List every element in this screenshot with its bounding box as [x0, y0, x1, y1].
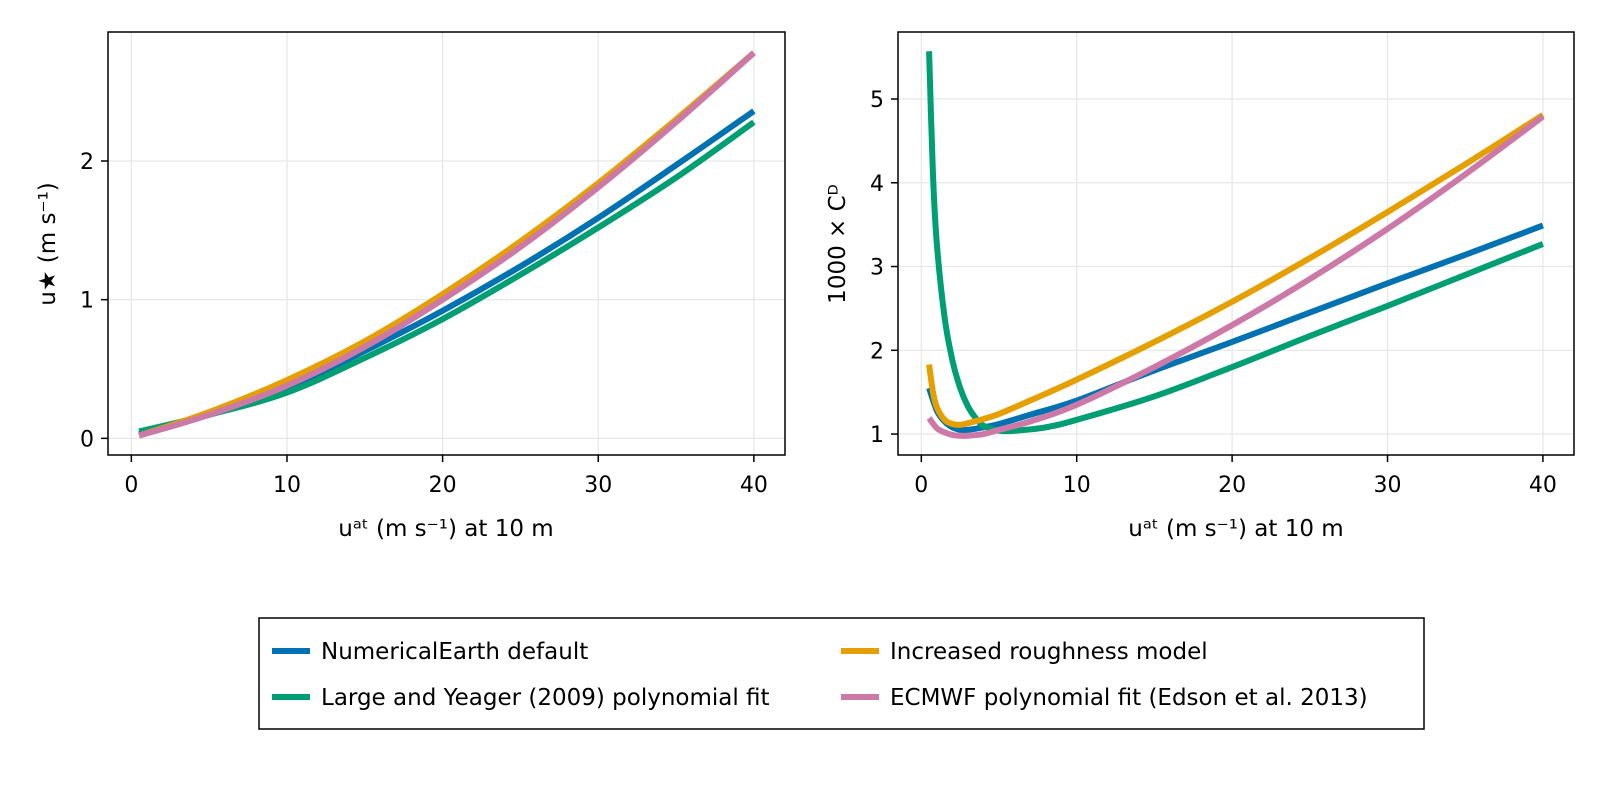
- right-x-tick-label: 10: [1063, 473, 1091, 498]
- right-y-tick-label: 4: [870, 172, 884, 197]
- legend-label-default: NumericalEarth default: [321, 639, 588, 665]
- left-x-tick-label: 30: [584, 473, 612, 498]
- right-grid: [898, 32, 1574, 455]
- right-y-tick-label: 3: [870, 256, 884, 281]
- right-series-line-ecmwf: [926, 114, 1545, 439]
- right-y-tick-label: 1: [870, 423, 884, 448]
- left-series-line-large-yeager: [138, 119, 756, 435]
- left-x-axis-label: uᵃᵗ (m s⁻¹) at 10 m: [338, 516, 553, 542]
- left-series-line-default: [138, 108, 756, 438]
- legend-box: [258, 617, 1425, 730]
- right-y-tick-label: 2: [870, 339, 884, 364]
- right-x-tick-label: 30: [1374, 473, 1402, 498]
- right-series-lines: [926, 51, 1545, 439]
- left-x-tick-label: 20: [429, 473, 457, 498]
- right-series-line-large-yeager: [926, 51, 1545, 435]
- right-y-axis-label: 1000 × Cᴰ: [825, 184, 851, 304]
- right-x-tick-label: 0: [914, 473, 928, 498]
- right-series-line-roughness: [926, 112, 1545, 428]
- left-ticks: 0 10 20 30 40 0 1 2: [80, 150, 768, 498]
- left-y-axis-label: u★ (m s⁻¹): [35, 182, 61, 306]
- right-panel: 0 10 20 30 40 1 2 3 4 5 uᵃᵗ (m s⁻¹) at 10 m 1000 …: [825, 31, 1575, 542]
- left-x-tick-label: 10: [273, 473, 301, 498]
- left-y-tick-label: 1: [80, 289, 94, 314]
- left-x-tick-label: 40: [740, 473, 768, 498]
- left-grid: [108, 32, 785, 455]
- right-series-line-default: [926, 222, 1544, 434]
- left-x-tick-label: 0: [124, 473, 138, 498]
- legend-label-roughness: Increased roughness model: [890, 639, 1208, 665]
- left-panel: 0 10 20 30 40 0 1 2 uᵃᵗ (m s⁻¹) at 10 m u★ (m s…: [35, 31, 786, 542]
- left-series-line-roughness: [138, 50, 756, 439]
- right-x-axis-label: uᵃᵗ (m s⁻¹) at 10 m: [1128, 516, 1343, 542]
- right-axes-frame: [897, 31, 1575, 456]
- left-series-lines: [138, 50, 756, 439]
- right-y-tick-label: 5: [870, 88, 884, 113]
- legend: NumericalEarth default Increased roughne…: [258, 617, 1425, 730]
- left-y-tick-label: 0: [80, 427, 94, 452]
- left-series-line-ecmwf: [138, 50, 756, 439]
- right-ticks: 0 10 20 30 40 1 2 3 4 5: [870, 88, 1557, 498]
- right-x-tick-label: 20: [1218, 473, 1246, 498]
- left-y-tick-label: 2: [80, 150, 94, 175]
- legend-label-ecmwf: ECMWF polynomial fit (Edson et al. 2013): [890, 685, 1368, 711]
- right-x-tick-label: 40: [1529, 473, 1557, 498]
- legend-label-large-yeager: Large and Yeager (2009) polynomial fit: [321, 685, 770, 711]
- left-axes-frame: [107, 31, 786, 456]
